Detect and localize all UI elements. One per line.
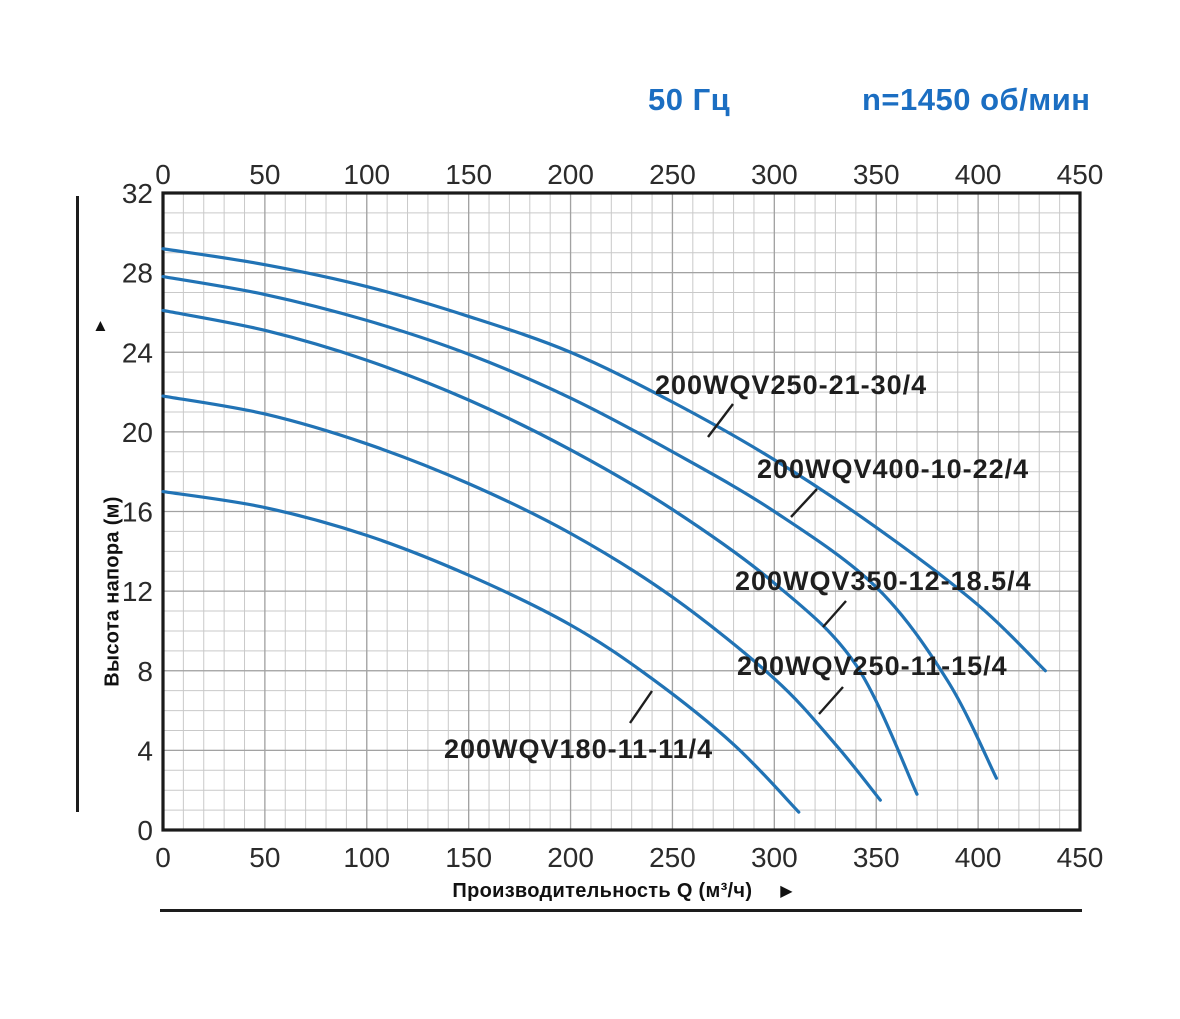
curve-label-leader-line (707, 403, 734, 438)
x-tick-label-bottom: 300 (751, 842, 798, 873)
pump-curve (161, 489, 801, 814)
x-tick-label-bottom: 200 (547, 842, 594, 873)
x-tick-label-top: 350 (853, 159, 900, 190)
y-axis-line (76, 196, 79, 812)
x-tick-label-top: 50 (249, 159, 280, 190)
plot-border (161, 191, 1082, 832)
x-tick-label-bottom: 400 (955, 842, 1002, 873)
y-tick-label: 20 (122, 417, 153, 448)
curve-label: 200WQV400-10-22/4 (757, 454, 1029, 484)
curve-label-leader-line (790, 488, 818, 518)
x-tick-label-bottom: 150 (445, 842, 492, 873)
pump-curve (161, 308, 919, 796)
x-tick-label-top: 200 (547, 159, 594, 190)
y-tick-label: 0 (137, 815, 153, 846)
y-tick-label: 16 (122, 497, 153, 528)
y-tick-label: 8 (137, 656, 153, 687)
curve-label: 200WQV250-11-15/4 (737, 651, 1008, 681)
x-tick-label-top: 450 (1057, 159, 1104, 190)
y-tick-label: 32 (122, 178, 153, 209)
x-tick-label-top: 300 (751, 159, 798, 190)
x-tick-label-bottom: 0 (155, 842, 171, 873)
x-tick-label-bottom: 250 (649, 842, 696, 873)
curve-label-leader-line (822, 600, 847, 628)
x-axis-line (160, 909, 1082, 912)
curve-label: 200WQV350-12-18.5/4 (735, 566, 1032, 596)
x-tick-label-top: 0 (155, 159, 171, 190)
rotation-speed-label: n=1450 об/мин (862, 82, 1091, 117)
y-tick-label: 24 (122, 337, 153, 368)
pump-curve (161, 394, 882, 802)
x-tick-label-bottom: 350 (853, 842, 900, 873)
x-axis-title-row: Производительность Q (м³/ч) ▶ (163, 880, 1082, 903)
x-tick-label-bottom: 100 (343, 842, 390, 873)
frequency-label: 50 Гц (648, 82, 731, 117)
pump-curve (161, 275, 999, 780)
x-tick-label-bottom: 50 (249, 842, 280, 873)
x-axis-arrow-icon: ▶ (780, 883, 793, 900)
x-tick-label-bottom: 450 (1057, 842, 1104, 873)
pump-curve (161, 247, 1047, 673)
curve-label-leader-line (818, 686, 844, 715)
x-tick-label-top: 150 (445, 159, 492, 190)
curve-label: 200WQV180-11-11/4 (444, 734, 713, 764)
curve-label-leader-line (629, 690, 653, 724)
curve-label: 200WQV250-21-30/4 (655, 370, 927, 400)
y-tick-label: 28 (122, 258, 153, 289)
y-tick-label: 4 (137, 735, 153, 766)
y-axis-arrow-icon: ▲ (92, 316, 109, 335)
x-tick-label-top: 100 (343, 159, 390, 190)
y-tick-label: 12 (122, 576, 153, 607)
x-tick-label-top: 400 (955, 159, 1002, 190)
x-axis-title: Производительность Q (м³/ч) (452, 880, 753, 902)
x-tick-label-top: 250 (649, 159, 696, 190)
